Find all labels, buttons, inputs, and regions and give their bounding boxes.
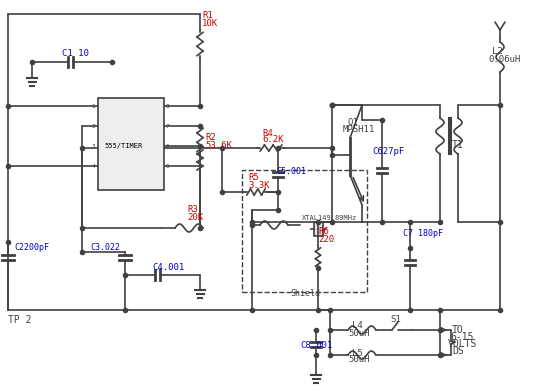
Text: XTAL149.89MHz: XTAL149.89MHz: [302, 215, 357, 221]
Text: R1: R1: [202, 11, 213, 20]
Text: TP 2: TP 2: [8, 315, 31, 325]
Text: R4: R4: [262, 129, 273, 138]
Text: 6-15: 6-15: [450, 332, 474, 342]
Text: 20K: 20K: [187, 212, 203, 221]
Text: 7: 7: [166, 124, 170, 129]
Text: MPSH11: MPSH11: [343, 124, 375, 133]
Text: 50uH: 50uH: [348, 355, 370, 364]
Text: C8.001: C8.001: [300, 341, 332, 350]
Text: VOLTS: VOLTS: [448, 339, 477, 349]
Text: 5: 5: [166, 163, 170, 169]
Text: Q1: Q1: [348, 118, 359, 127]
Text: TO: TO: [452, 325, 464, 335]
Text: 2: 2: [91, 124, 95, 129]
Text: 555/TIMER: 555/TIMER: [104, 143, 142, 149]
Text: 0.06uH: 0.06uH: [488, 54, 520, 63]
Text: R2: R2: [205, 133, 216, 142]
Text: 3: 3: [91, 143, 95, 149]
Text: L2: L2: [492, 47, 503, 57]
Text: L5: L5: [352, 348, 363, 357]
Bar: [98, 98, 164, 190]
Text: 6: 6: [166, 143, 170, 149]
Text: 8: 8: [166, 104, 170, 108]
Text: R5: R5: [248, 174, 259, 183]
Text: Shield: Shield: [290, 289, 320, 298]
Text: C1 10: C1 10: [62, 50, 89, 59]
Text: 1: 1: [91, 104, 95, 108]
Text: C7 180pF: C7 180pF: [403, 230, 443, 239]
Bar: [314, 222, 323, 236]
Text: C4.001: C4.001: [152, 264, 184, 273]
Text: T1: T1: [452, 140, 464, 150]
Text: R6: R6: [318, 228, 329, 237]
Text: 3.3K: 3.3K: [248, 181, 269, 190]
Text: C627pF: C627pF: [372, 147, 404, 156]
Text: DS: DS: [452, 346, 464, 356]
Text: C3.022: C3.022: [90, 244, 120, 253]
Bar: [242, 170, 367, 292]
Text: 50uH: 50uH: [348, 328, 370, 337]
Text: 4: 4: [91, 163, 95, 169]
Text: 10K: 10K: [202, 18, 218, 27]
Text: 53.6K: 53.6K: [205, 140, 232, 149]
Text: S1: S1: [390, 316, 401, 325]
Text: 6.2K: 6.2K: [262, 136, 283, 145]
Text: C2200pF: C2200pF: [14, 244, 49, 253]
Text: L4: L4: [352, 321, 363, 330]
Text: C5.001: C5.001: [276, 167, 306, 176]
Text: R3: R3: [187, 206, 198, 215]
Text: 220: 220: [318, 235, 334, 244]
